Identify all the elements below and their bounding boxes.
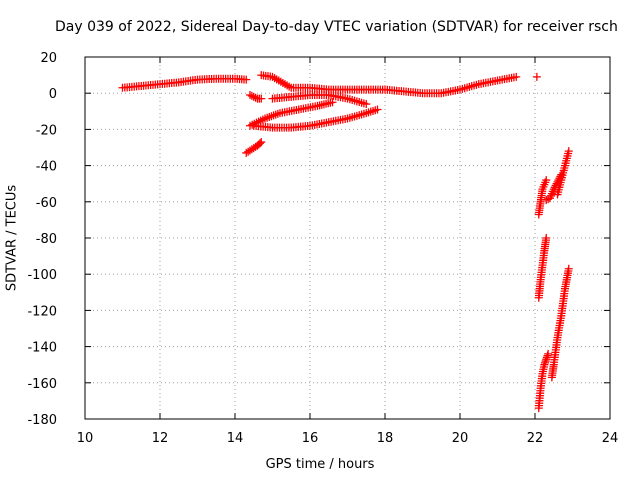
y-tick-label: -140 xyxy=(27,341,57,356)
y-axis-label: SDTVAR / TECUs xyxy=(4,184,20,292)
y-tick-label: -60 xyxy=(36,196,57,211)
data-point xyxy=(542,195,551,204)
series-track-22h-f xyxy=(547,264,573,382)
point-layer xyxy=(118,71,573,413)
x-tick-label: 18 xyxy=(377,431,394,446)
x-tick-label: 24 xyxy=(602,431,619,446)
tick-layer: 10 12 14 16 18 20 22 24 20 0 -20 -40 -60 -80 -100 -120 -… xyxy=(27,51,618,446)
y-tick-label: 20 xyxy=(40,51,57,66)
x-tick-label: 12 xyxy=(152,431,169,446)
series-track-low-14h xyxy=(242,138,266,157)
data-point xyxy=(247,91,256,100)
data-point xyxy=(564,264,573,273)
data-point xyxy=(251,93,260,102)
data-point xyxy=(246,91,254,100)
series-track-22h-b xyxy=(534,349,553,413)
data-point xyxy=(242,75,251,84)
y-tick-label: -160 xyxy=(27,377,57,392)
y-tick-label: -180 xyxy=(27,413,57,428)
data-point xyxy=(328,98,337,107)
y-tick-label: -120 xyxy=(27,304,57,319)
data-point xyxy=(532,72,541,81)
chart-title: Day 039 of 2022, Sidereal Day-to-day VTE… xyxy=(0,19,640,39)
y-tick-label: -40 xyxy=(36,160,57,175)
series-track-22h-c xyxy=(534,176,551,219)
x-tick-label: 10 xyxy=(77,431,94,446)
y-tick-label: -20 xyxy=(36,123,57,138)
series-track-22h-e xyxy=(553,147,573,199)
data-point xyxy=(362,100,371,109)
x-axis-label: GPS time / hours xyxy=(265,457,375,472)
series-track-near-zero xyxy=(257,71,521,98)
series-track-22h-dot xyxy=(532,72,541,81)
data-point xyxy=(257,138,266,147)
data-point xyxy=(373,105,382,114)
series-track-22h-a xyxy=(534,234,551,302)
data-point xyxy=(249,92,258,101)
grid-layer xyxy=(85,57,610,419)
data-point xyxy=(256,139,264,148)
series-track-mid-a xyxy=(268,91,371,109)
data-point xyxy=(544,349,553,358)
x-tick-label: 20 xyxy=(452,431,469,446)
data-point xyxy=(542,176,551,185)
series-track-short-14h xyxy=(246,91,266,103)
x-tick-label: 22 xyxy=(527,431,544,446)
data-point xyxy=(542,234,551,242)
data-point xyxy=(257,94,266,103)
x-tick-label: 16 xyxy=(302,431,319,446)
chart-title-text: Day 039 of 2022, Sidereal Day-to-day VTE… xyxy=(55,19,618,35)
series-track-mid-b xyxy=(246,98,337,130)
plot-frame xyxy=(84,56,611,420)
data-point xyxy=(564,147,573,156)
series-track-main-upper xyxy=(118,74,251,92)
y-tick-label: -100 xyxy=(27,268,57,283)
x-tick-label: 14 xyxy=(227,431,244,446)
y-tick-label: -80 xyxy=(36,232,57,247)
data-point xyxy=(512,72,521,81)
y-tick-label: 0 xyxy=(49,87,57,102)
series-track-mid-c xyxy=(249,105,382,132)
